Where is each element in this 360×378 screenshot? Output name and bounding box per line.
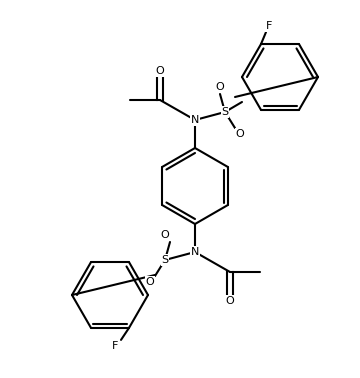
Text: O: O bbox=[226, 296, 234, 306]
Text: O: O bbox=[161, 230, 169, 240]
Text: N: N bbox=[191, 115, 199, 125]
Text: O: O bbox=[236, 129, 244, 139]
Text: O: O bbox=[156, 66, 165, 76]
Text: O: O bbox=[216, 82, 224, 92]
Text: S: S bbox=[221, 107, 229, 117]
Text: N: N bbox=[191, 247, 199, 257]
Text: S: S bbox=[161, 255, 168, 265]
Text: F: F bbox=[112, 341, 118, 351]
Text: F: F bbox=[266, 21, 272, 31]
Text: O: O bbox=[146, 277, 154, 287]
